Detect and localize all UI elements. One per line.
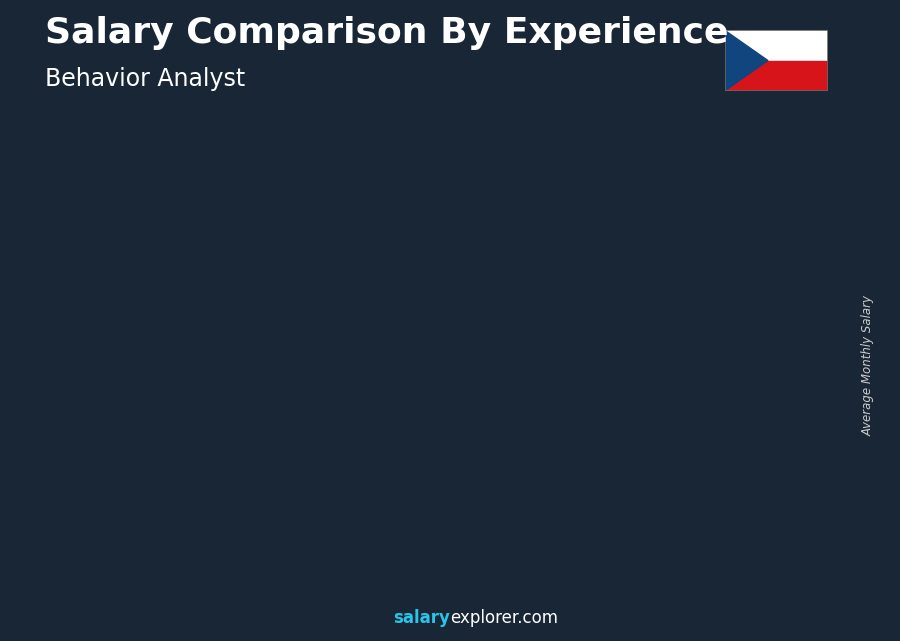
Text: Behavior Analyst: Behavior Analyst [45, 67, 245, 91]
Polygon shape [74, 439, 160, 448]
FancyBboxPatch shape [558, 269, 633, 558]
Text: 114,000 CZK: 114,000 CZK [681, 220, 762, 233]
Polygon shape [633, 261, 643, 558]
Text: +9%: +9% [510, 209, 560, 228]
Text: explorer.com: explorer.com [450, 609, 558, 627]
Polygon shape [195, 403, 281, 411]
FancyBboxPatch shape [679, 244, 754, 558]
Text: +8%: +8% [632, 185, 681, 203]
Text: 105,000 CZK: 105,000 CZK [561, 245, 642, 258]
FancyBboxPatch shape [195, 411, 270, 558]
Polygon shape [149, 439, 160, 558]
Text: +48%: +48% [262, 281, 325, 299]
Polygon shape [436, 285, 523, 293]
Text: 40,000 CZK: 40,000 CZK [76, 423, 149, 437]
Text: 53,400 CZK: 53,400 CZK [197, 387, 271, 399]
Bar [724, 30, 828, 61]
Polygon shape [316, 332, 401, 340]
FancyBboxPatch shape [436, 293, 512, 558]
Text: Average Monthly Salary: Average Monthly Salary [862, 295, 875, 436]
FancyBboxPatch shape [316, 340, 391, 558]
Text: +34%: +34% [141, 351, 204, 370]
Polygon shape [512, 285, 523, 558]
Polygon shape [391, 332, 401, 558]
Polygon shape [724, 30, 768, 91]
FancyBboxPatch shape [74, 448, 149, 558]
Text: +22%: +22% [382, 233, 446, 252]
Bar [724, 61, 828, 91]
Text: 96,300 CZK: 96,300 CZK [439, 269, 512, 281]
Polygon shape [270, 403, 281, 558]
Text: Salary Comparison By Experience: Salary Comparison By Experience [45, 16, 728, 50]
Text: 79,000 CZK: 79,000 CZK [319, 316, 392, 329]
Polygon shape [679, 236, 765, 244]
Polygon shape [558, 261, 644, 269]
Text: salary: salary [393, 609, 450, 627]
Polygon shape [754, 236, 765, 558]
